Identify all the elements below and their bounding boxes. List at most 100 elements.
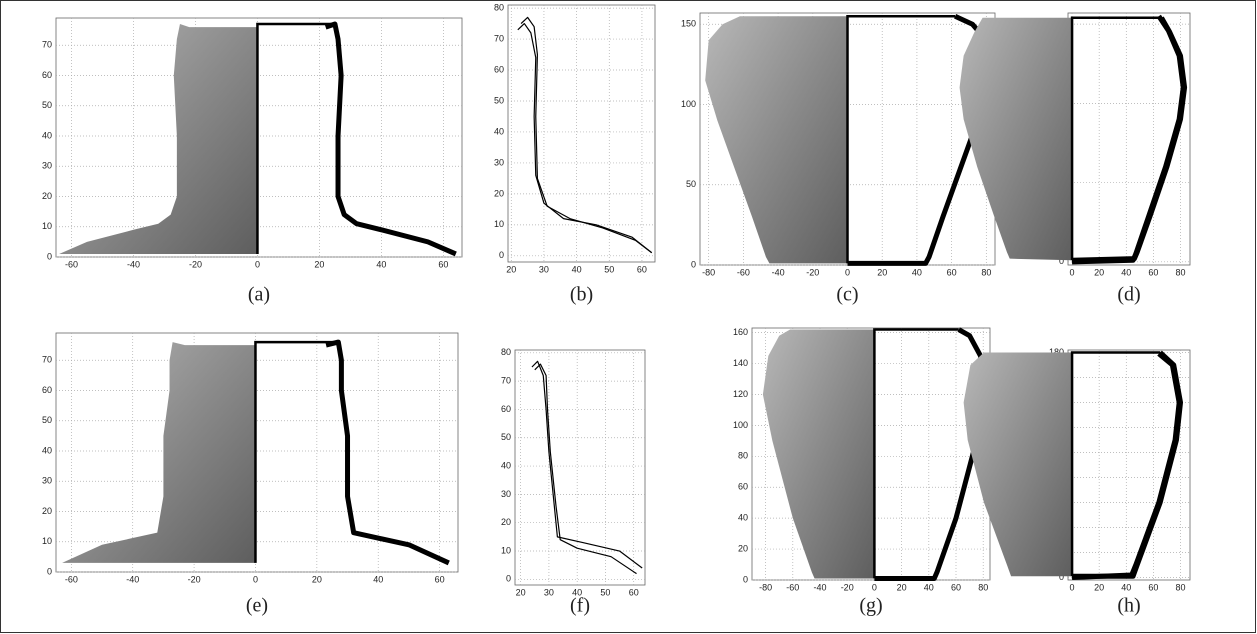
panel-caption: (h) xyxy=(1117,595,1140,617)
x-tick-label: 20 xyxy=(877,267,887,277)
x-tick-label: -60 xyxy=(786,582,799,592)
y-tick-label: 60 xyxy=(738,482,748,492)
x-tick-label: 60 xyxy=(1148,267,1158,277)
y-tick-label: 10 xyxy=(494,219,504,229)
x-tick-label: 20 xyxy=(516,587,526,597)
x-tick-label: 50 xyxy=(604,264,614,274)
y-tick-label: 30 xyxy=(42,161,52,171)
y-tick-label: 50 xyxy=(686,179,696,189)
y-tick-label: 140 xyxy=(733,358,748,368)
y-tick-label: 40 xyxy=(42,445,52,455)
x-tick-label: 40 xyxy=(376,259,386,269)
y-tick-label: 10 xyxy=(501,545,511,555)
x-tick-label: 20 xyxy=(897,582,907,592)
x-tick-label: -40 xyxy=(127,259,140,269)
x-tick-label: 60 xyxy=(947,267,957,277)
y-tick-label: 50 xyxy=(42,100,52,110)
y-tick-label: 30 xyxy=(42,476,52,486)
y-tick-label: 0 xyxy=(47,251,52,261)
y-tick-label: 100 xyxy=(681,99,696,109)
x-tick-label: 20 xyxy=(312,574,322,584)
x-tick-label: 60 xyxy=(637,264,647,274)
y-tick-label: 30 xyxy=(501,489,511,499)
y-tick-label: 0 xyxy=(691,259,696,269)
x-tick-label: 80 xyxy=(1176,267,1186,277)
y-tick-label: 40 xyxy=(494,126,504,136)
y-tick-label: 60 xyxy=(42,70,52,80)
x-tick-label: 0 xyxy=(255,259,260,269)
y-tick-label: 50 xyxy=(501,432,511,442)
y-tick-label: 100 xyxy=(733,420,748,430)
x-tick-label: 40 xyxy=(912,267,922,277)
x-tick-label: 20 xyxy=(314,259,324,269)
x-tick-label: -40 xyxy=(126,574,139,584)
x-tick-label: 20 xyxy=(506,264,516,274)
x-tick-label: 30 xyxy=(544,587,554,597)
y-tick-label: 120 xyxy=(733,389,748,399)
x-tick-label: -80 xyxy=(702,267,715,277)
x-tick-label: 80 xyxy=(981,267,991,277)
panel-caption: (f) xyxy=(570,595,590,617)
x-tick-label: -20 xyxy=(841,582,854,592)
y-tick-label: 40 xyxy=(42,130,52,140)
y-tick-label: 70 xyxy=(494,33,504,43)
x-tick-label: -60 xyxy=(65,574,78,584)
y-tick-label: 0 xyxy=(743,574,748,584)
x-tick-label: 0 xyxy=(253,574,258,584)
y-tick-label: 70 xyxy=(42,355,52,365)
y-tick-label: 0 xyxy=(506,574,511,584)
y-tick-label: 40 xyxy=(501,460,511,470)
y-tick-label: 70 xyxy=(501,376,511,386)
x-tick-label: 0 xyxy=(1070,267,1075,277)
x-tick-label: 40 xyxy=(1121,267,1131,277)
panel-caption: (a) xyxy=(248,284,270,306)
y-tick-label: 160 xyxy=(733,327,748,337)
x-tick-label: 60 xyxy=(438,259,448,269)
x-tick-label: -60 xyxy=(737,267,750,277)
x-tick-label: 40 xyxy=(373,574,383,584)
x-tick-label: -20 xyxy=(189,259,202,269)
x-tick-label: 40 xyxy=(572,264,582,274)
y-tick-label: 50 xyxy=(494,95,504,105)
x-tick-label: -60 xyxy=(65,259,78,269)
plot-area xyxy=(515,350,645,585)
x-tick-label: 80 xyxy=(978,582,988,592)
panel-caption: (b) xyxy=(570,284,593,306)
y-tick-label: 70 xyxy=(42,40,52,50)
y-tick-label: 20 xyxy=(42,506,52,516)
y-tick-label: 80 xyxy=(501,347,511,357)
panel-caption: (g) xyxy=(859,595,882,617)
plot-area xyxy=(508,5,655,262)
x-tick-label: 30 xyxy=(539,264,549,274)
y-tick-label: 60 xyxy=(494,64,504,74)
x-tick-label: 50 xyxy=(600,587,610,597)
x-tick-label: 0 xyxy=(872,582,877,592)
x-tick-label: 80 xyxy=(1176,582,1186,592)
y-tick-label: 80 xyxy=(738,451,748,461)
y-tick-label: 30 xyxy=(494,157,504,167)
figure: -60-40-200204060010203040506070(a)203040… xyxy=(0,0,1257,634)
x-tick-label: 60 xyxy=(629,587,639,597)
x-tick-label: 0 xyxy=(1070,582,1075,592)
y-tick-label: 150 xyxy=(681,19,696,29)
y-tick-label: 40 xyxy=(738,513,748,523)
y-tick-label: 20 xyxy=(494,188,504,198)
plot-area xyxy=(56,18,462,257)
x-tick-label: 60 xyxy=(1148,582,1158,592)
y-tick-label: 0 xyxy=(499,250,504,260)
x-tick-label: 60 xyxy=(435,574,445,584)
x-tick-label: -80 xyxy=(759,582,772,592)
x-tick-label: 20 xyxy=(1094,582,1104,592)
y-tick-label: 60 xyxy=(42,385,52,395)
y-tick-label: 0 xyxy=(47,566,52,576)
y-tick-label: 80 xyxy=(494,2,504,12)
x-tick-label: 0 xyxy=(845,267,850,277)
y-tick-label: 60 xyxy=(501,404,511,414)
x-tick-label: -20 xyxy=(806,267,819,277)
x-tick-label: 60 xyxy=(951,582,961,592)
y-tick-label: 50 xyxy=(42,415,52,425)
y-tick-label: 10 xyxy=(42,221,52,231)
panel-caption: (e) xyxy=(246,595,268,617)
x-tick-label: -20 xyxy=(188,574,201,584)
x-tick-label: 40 xyxy=(924,582,934,592)
